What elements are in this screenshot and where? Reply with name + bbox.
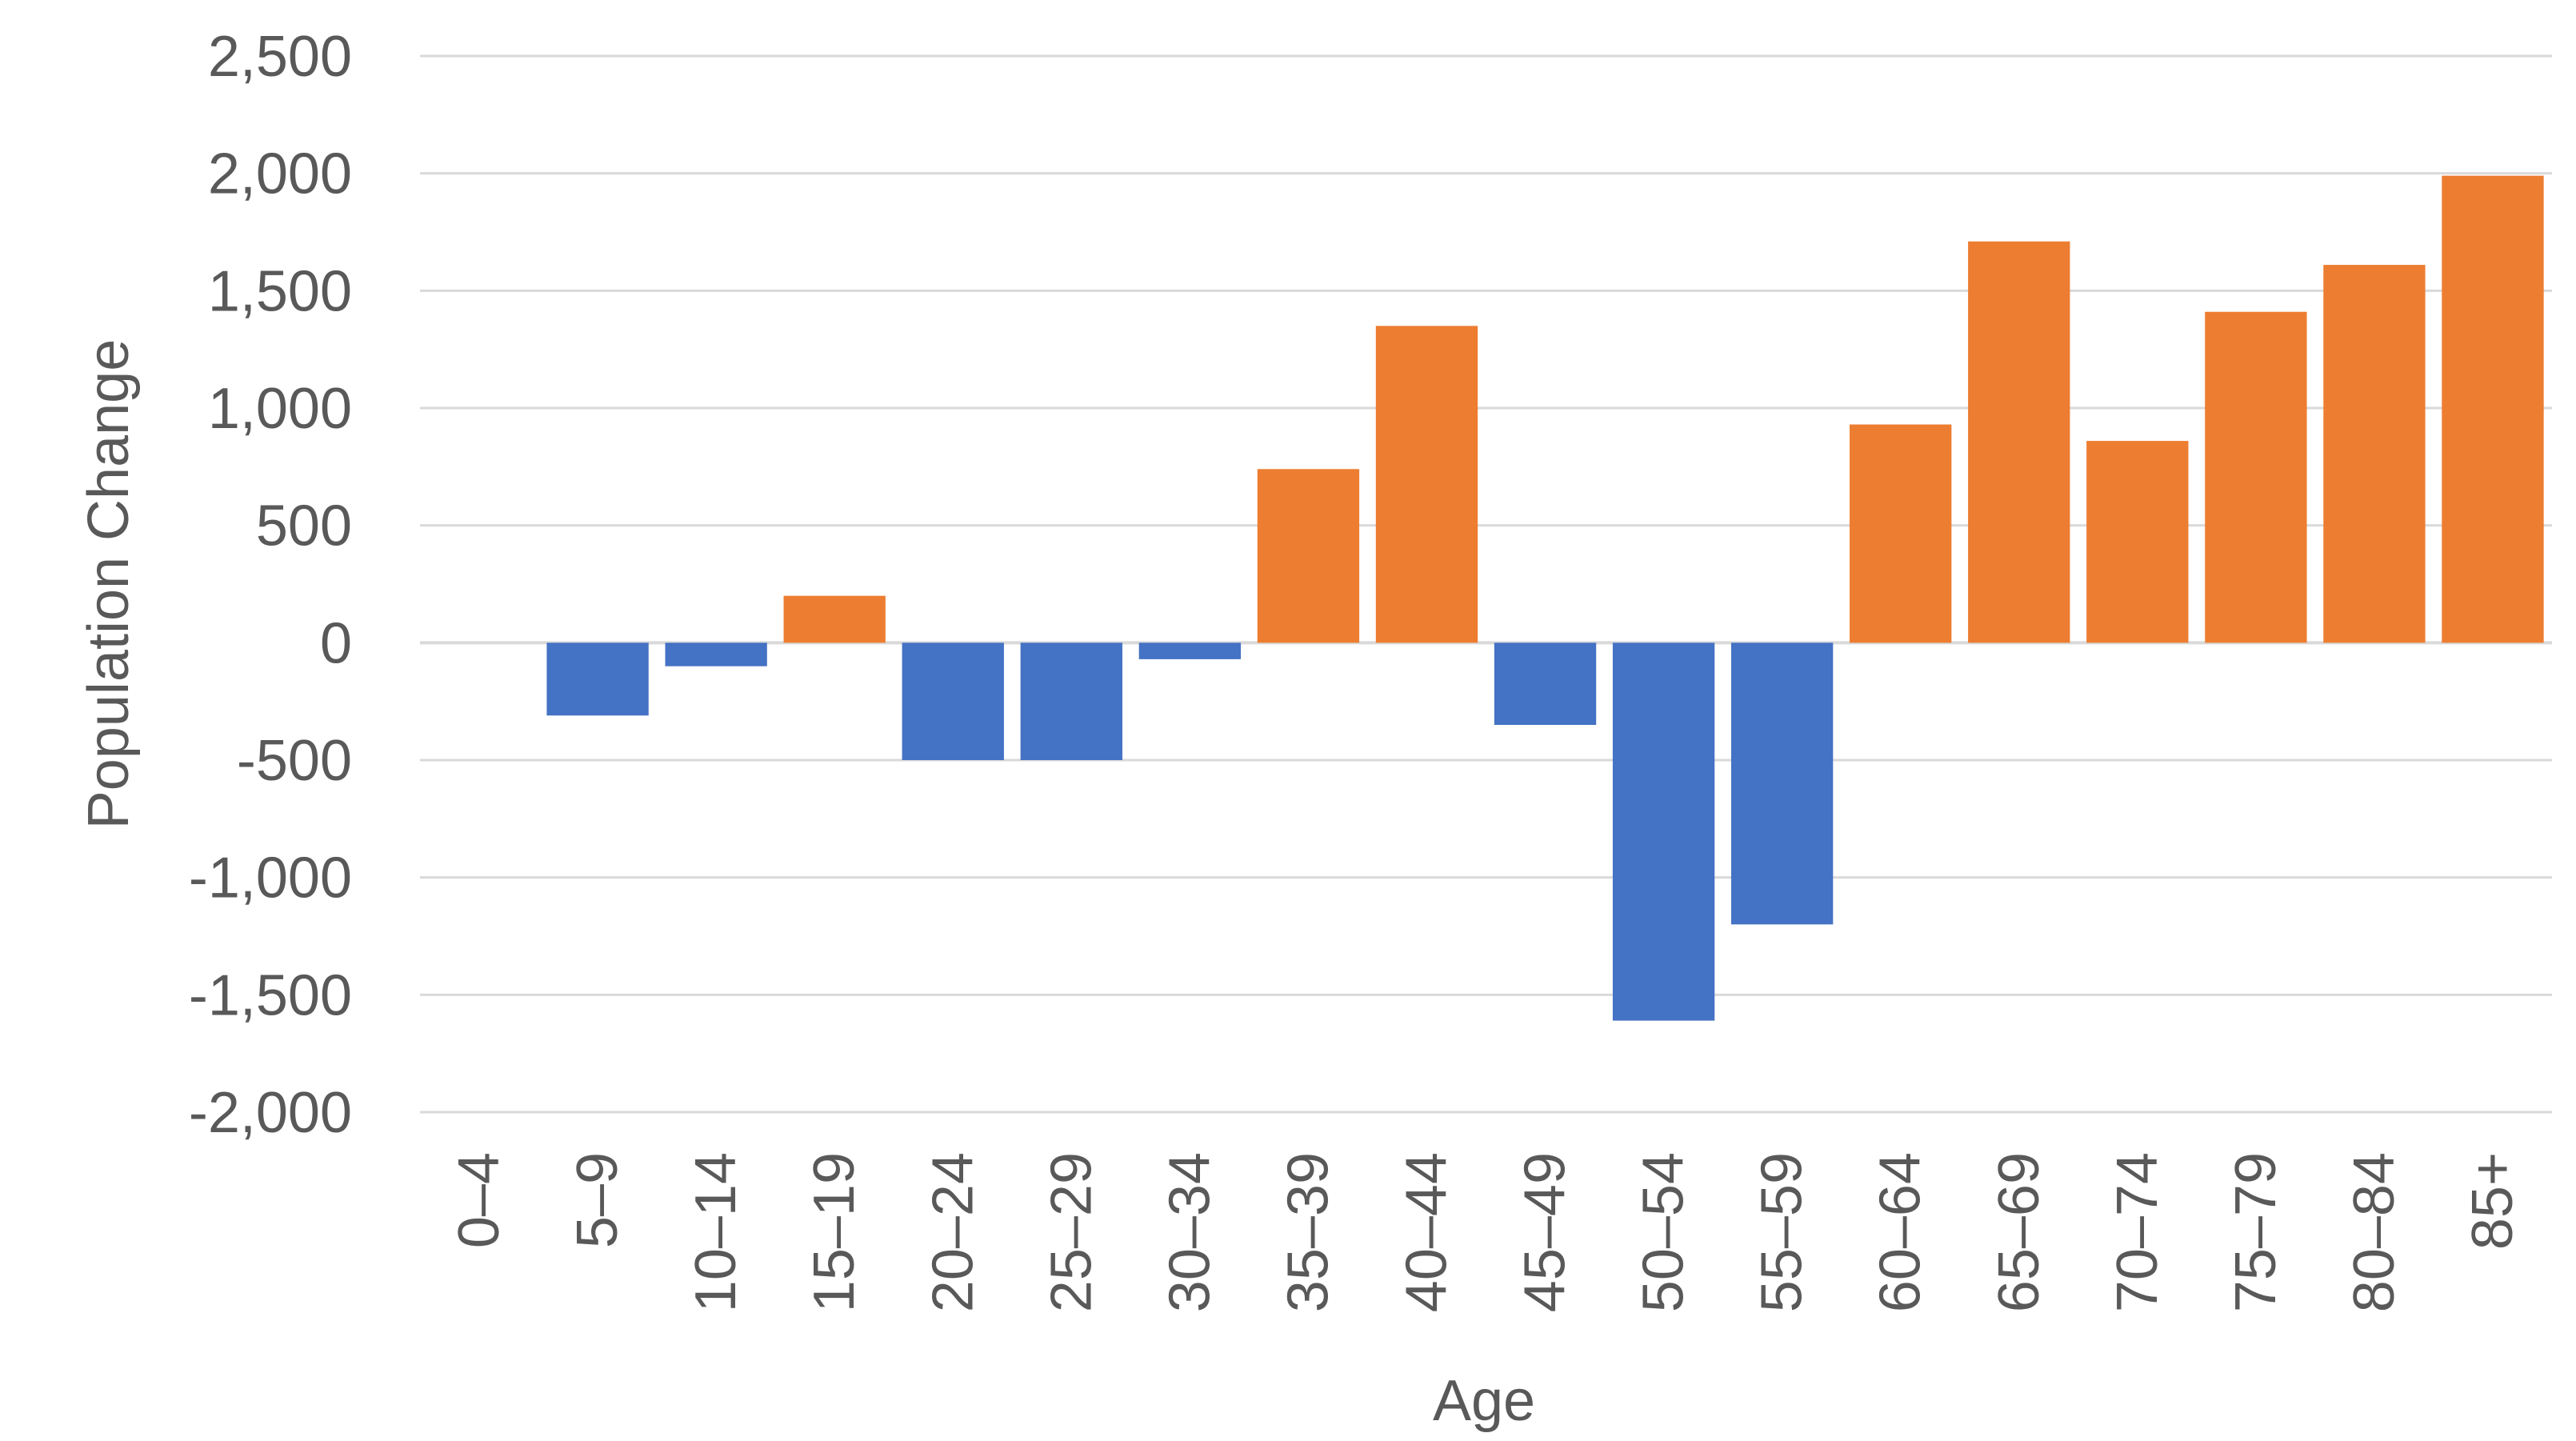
bar-40-44 [1375,326,1478,643]
bar-80-84 [2323,265,2426,643]
bar-5-9 [546,642,649,716]
x-tick-label: 50–54 [1632,1152,1696,1312]
bars [546,175,2544,1021]
bar-15-19 [783,595,886,643]
x-tick-label: 10–14 [684,1152,748,1312]
y-tick-label: 1,500 [208,259,352,323]
x-tick-label: 25–29 [1039,1152,1103,1312]
bar-45-49 [1494,642,1597,725]
x-tick-label: 85+ [2461,1152,2525,1250]
y-axis-ticks: 2,500 2,000 1,500 1,000 500 0 -500 -1,000 -1,500… [189,25,352,1145]
x-tick-label: 45–49 [1514,1152,1578,1312]
bar-25-29 [1020,642,1122,760]
bar-75-79 [2205,311,2307,643]
x-tick-label: 75–79 [2224,1152,2288,1312]
y-tick-label: -500 [237,729,352,793]
bar-20-24 [902,642,1004,760]
x-tick-label: 70–74 [2106,1152,2170,1312]
y-tick-label: -1,500 [189,963,352,1027]
y-tick-label: 2,500 [208,25,352,89]
bar-65-69 [1968,241,2070,643]
y-axis-title: Population Change [77,339,141,830]
x-tick-label: 20–24 [921,1152,985,1312]
x-tick-label: 55–59 [1750,1152,1814,1312]
y-tick-label: 2,000 [208,142,352,206]
x-tick-label: 5–9 [566,1152,630,1248]
y-tick-label: 1,000 [208,377,352,441]
x-tick-label: 35–39 [1276,1152,1340,1312]
x-tick-label: 0–4 [447,1152,511,1248]
x-axis-title: Age [1433,1369,1535,1433]
y-tick-label: 500 [256,494,352,558]
bar-50-54 [1612,642,1715,1021]
bar-85- [2442,175,2544,643]
x-tick-label: 65–69 [1987,1152,2051,1312]
y-tick-label: -1,000 [189,847,352,911]
bar-60-64 [1850,424,1952,643]
y-tick-label: 0 [320,611,352,675]
x-axis-ticks: 0–4 5–9 10–14 15–19 20–24 25–29 30–34 35–39 40–4… [447,1152,2525,1312]
bar-35-39 [1257,469,1360,643]
y-tick-label: -2,000 [189,1081,352,1145]
x-tick-label: 15–19 [802,1152,866,1312]
x-tick-label: 80–84 [2342,1152,2406,1312]
bar-55-59 [1730,642,1834,925]
gridlines [420,54,2552,1114]
bar-30-34 [1138,642,1242,659]
x-tick-label: 60–64 [1869,1152,1933,1312]
bar-10-14 [665,642,767,666]
x-tick-label: 40–44 [1394,1152,1458,1312]
x-tick-label: 30–34 [1158,1152,1222,1312]
bar-70-74 [2086,441,2189,643]
